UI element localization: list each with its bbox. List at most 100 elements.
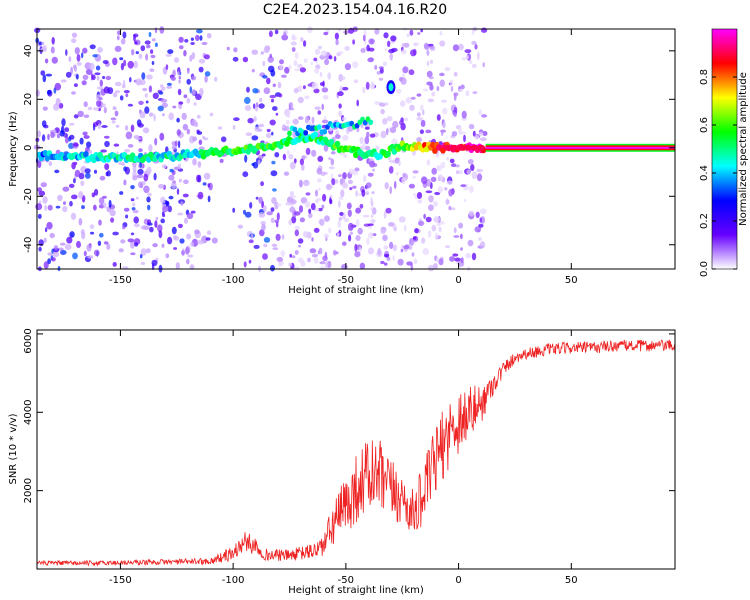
- noise-speck: [127, 60, 134, 69]
- noise-speck: [103, 241, 109, 245]
- noise-speck: [195, 93, 202, 101]
- noise-speck: [463, 134, 466, 143]
- noise-speck: [162, 206, 169, 213]
- noise-speck: [270, 264, 275, 272]
- noise-speck: [169, 168, 174, 173]
- noise-speck: [207, 195, 211, 203]
- noise-speck: [318, 187, 321, 191]
- noise-speck: [427, 230, 432, 238]
- noise-speck: [178, 178, 182, 183]
- noise-speck: [158, 91, 164, 95]
- noise-speck: [262, 60, 265, 67]
- noise-speck: [366, 131, 370, 138]
- noise-speck: [122, 31, 127, 39]
- noise-speck: [244, 96, 251, 105]
- noise-speck: [125, 93, 129, 98]
- noise-speck: [74, 47, 80, 55]
- noise-speck: [433, 216, 441, 223]
- noise-speck: [58, 247, 64, 251]
- noise-speck: [120, 239, 126, 244]
- noise-speck: [198, 66, 204, 73]
- noise-speck: [102, 103, 106, 108]
- noise-speck: [84, 172, 91, 179]
- noise-speck: [74, 169, 81, 177]
- noise-speck: [328, 55, 333, 60]
- noise-speck: [385, 128, 389, 136]
- noise-speck: [134, 41, 138, 45]
- noise-speck: [302, 85, 306, 90]
- noise-speck: [71, 91, 76, 95]
- noise-speck: [468, 210, 475, 217]
- noise-speck: [274, 29, 279, 35]
- noise-speck: [342, 172, 347, 180]
- noise-speck: [254, 106, 259, 112]
- noise-speck: [334, 134, 341, 140]
- noise-speck: [112, 106, 117, 111]
- noise-speck: [179, 238, 185, 244]
- noise-speck: [337, 200, 341, 208]
- noise-speck: [114, 45, 122, 53]
- noise-speck: [436, 222, 441, 227]
- noise-speck: [334, 32, 339, 40]
- noise-speck: [303, 231, 309, 238]
- noise-speck: [428, 195, 434, 203]
- noise-speck: [272, 83, 276, 88]
- noise-speck: [159, 84, 164, 88]
- noise-speck: [54, 82, 62, 91]
- noise-speck: [323, 144, 329, 152]
- noise-speck: [244, 154, 248, 163]
- y-tick-label: 4000: [23, 400, 34, 425]
- noise-speck: [134, 242, 139, 247]
- noise-speck: [207, 183, 211, 188]
- ridge-mark: [399, 140, 406, 147]
- noise-speck: [453, 106, 458, 114]
- noise-speck: [360, 144, 365, 151]
- noise-speck: [270, 98, 275, 103]
- noise-speck: [160, 98, 168, 103]
- noise-speck: [458, 170, 463, 175]
- noise-speck: [340, 189, 345, 198]
- noise-speck: [96, 75, 100, 81]
- colorbar-tick-label: 0.8: [699, 69, 710, 85]
- noise-speck: [471, 171, 478, 180]
- noise-speck: [189, 86, 193, 94]
- noise-speck: [355, 219, 360, 227]
- noise-speck: [366, 237, 370, 246]
- noise-speck: [83, 101, 88, 108]
- noise-speck: [361, 189, 366, 197]
- noise-speck: [387, 156, 392, 160]
- noise-speck: [62, 206, 68, 213]
- noise-speck: [76, 240, 81, 249]
- noise-speck: [174, 140, 178, 147]
- noise-speck: [144, 225, 150, 230]
- noise-speck: [402, 66, 409, 74]
- noise-speck: [387, 40, 391, 47]
- noise-speck: [429, 84, 434, 91]
- snr-panel: -150 -100 -50 0 50 2000 4000 6000 Height of st…: [8, 328, 676, 596]
- noise-speck: [71, 194, 78, 200]
- noise-speck: [189, 54, 193, 62]
- noise-speck: [259, 97, 263, 103]
- noise-speck: [148, 85, 153, 93]
- noise-speck: [347, 125, 354, 132]
- noise-speck: [471, 29, 475, 35]
- noise-speck: [474, 226, 482, 233]
- noise-speck: [113, 143, 120, 147]
- noise-speck: [431, 167, 438, 175]
- noise-speck: [392, 255, 395, 261]
- noise-speck: [281, 74, 287, 78]
- noise-speck: [176, 129, 181, 136]
- noise-speck: [165, 53, 172, 57]
- x-tick-label: -150: [109, 575, 132, 586]
- noise-speck: [125, 214, 129, 219]
- noise-speck: [57, 194, 63, 202]
- noise-speck: [198, 139, 203, 146]
- noise-speck: [178, 76, 182, 80]
- noise-speck: [275, 112, 279, 116]
- noise-speck: [300, 37, 304, 42]
- noise-speck: [390, 35, 397, 42]
- noise-speck: [366, 44, 370, 52]
- noise-speck: [42, 74, 47, 83]
- noise-speck: [132, 175, 138, 181]
- noise-speck: [191, 119, 197, 127]
